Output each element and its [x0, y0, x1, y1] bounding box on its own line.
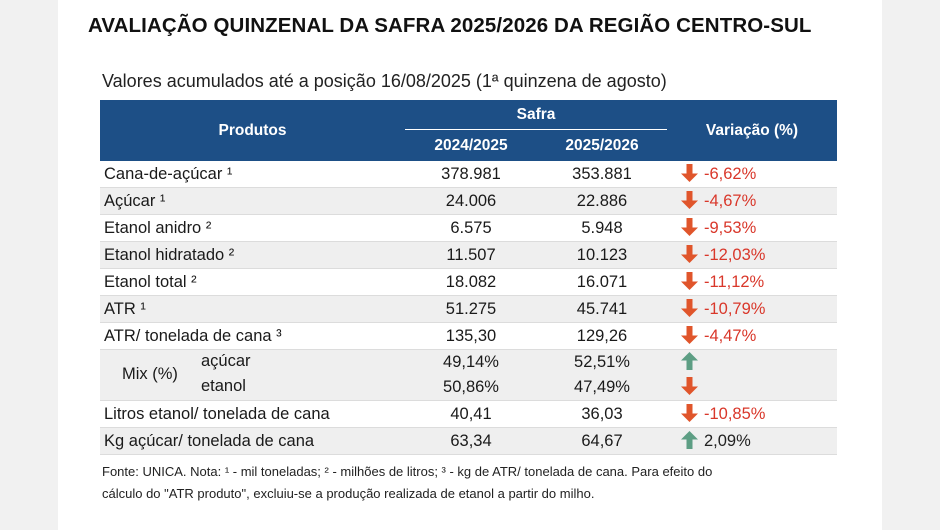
row-value-2024-2025: 40,41: [405, 400, 537, 428]
variacao-value: -11,12%: [704, 273, 765, 291]
row-value-2025-2026: 353.881: [537, 161, 667, 188]
variacao-value: -10,85%: [704, 405, 766, 423]
arrow-down-icon: [681, 377, 698, 395]
row-variacao: -10,85%: [667, 400, 837, 428]
arrow-down-icon: [681, 164, 698, 182]
mix-acucar-label: açúcar: [201, 352, 251, 370]
safra-table: Produtos Safra Variação (%) 2024/2025 20…: [100, 100, 837, 455]
mix-etanol-label: etanol: [201, 377, 246, 395]
header-col-2024-2025: 2024/2025: [405, 129, 537, 161]
row-value-2024-2025: 6.575: [405, 214, 537, 242]
row-value-2024-2025: 51.275: [405, 295, 537, 323]
footnote: Fonte: UNICA. Nota: ¹ - mil toneladas; ²…: [102, 461, 842, 505]
row-produto: Etanol total ²: [100, 268, 405, 296]
page-title: AVALIAÇÃO QUINZENAL DA SAFRA 2025/2026 D…: [88, 14, 812, 37]
row-variacao: -9,53%: [667, 214, 837, 242]
row-value-2025-2026: 5.948: [537, 214, 667, 242]
arrow-down-icon: [681, 218, 698, 236]
row-produto: ATR/ tonelada de cana ³: [100, 322, 405, 350]
row-value-2024-2025: 63,34: [405, 427, 537, 455]
row-produto: Litros etanol/ tonelada de cana: [100, 400, 405, 428]
row-variacao: 2,09%: [667, 427, 837, 455]
variacao-value: -9,53%: [704, 219, 757, 237]
footnote-line-2: cálculo do "ATR produto", excluiu-se a p…: [102, 486, 595, 501]
row-value-2025-2026: 22.886: [537, 187, 667, 215]
row-variacao: -4,67%: [667, 187, 837, 215]
variacao-value: -10,79%: [704, 300, 766, 318]
page-subtitle: Valores acumulados até a posição 16/08/2…: [102, 71, 667, 91]
arrow-down-icon: [681, 299, 698, 317]
arrow-down-icon: [681, 326, 698, 344]
mix-acucar-2024-2025: 49,14%: [443, 353, 499, 371]
table-row: Cana-de-açúcar ¹ 378.981 353.881 -6,62%: [100, 161, 837, 188]
mix-values-2025-2026: 52,51% 47,49%: [537, 349, 667, 401]
row-value-2025-2026: 36,03: [537, 400, 667, 428]
variacao-value: -4,47%: [704, 327, 757, 345]
table-row: Açúcar ¹ 24.006 22.886 -4,67%: [100, 187, 837, 215]
row-value-2025-2026: 64,67: [537, 427, 667, 455]
row-produto: Cana-de-açúcar ¹: [100, 161, 405, 188]
arrow-down-icon: [681, 245, 698, 263]
row-produto-mix: Mix (%) açúcar etanol: [100, 349, 405, 401]
table-row: Etanol total ² 18.082 16.071 -11,12%: [100, 268, 837, 296]
row-variacao: -12,03%: [667, 241, 837, 269]
row-value-2024-2025: 18.082: [405, 268, 537, 296]
footnote-line-1: Fonte: UNICA. Nota: ¹ - mil toneladas; ²…: [102, 464, 713, 479]
row-value-2025-2026: 10.123: [537, 241, 667, 269]
table-row: ATR ¹ 51.275 45.741 -10,79%: [100, 295, 837, 323]
row-produto: ATR ¹: [100, 295, 405, 323]
arrow-up-icon: [681, 352, 698, 370]
row-produto: Kg açúcar/ tonelada de cana: [100, 427, 405, 455]
row-variacao: -11,12%: [667, 268, 837, 296]
mix-etanol-2024-2025: 50,86%: [443, 378, 499, 396]
header-col-2025-2026: 2025/2026: [537, 129, 667, 161]
row-variacao: -4,47%: [667, 322, 837, 350]
arrow-down-icon: [681, 191, 698, 209]
mix-etanol-2025-2026: 47,49%: [574, 378, 630, 396]
header-safra: Safra: [405, 100, 667, 130]
row-value-2024-2025: 24.006: [405, 187, 537, 215]
row-value-2025-2026: 16.071: [537, 268, 667, 296]
variacao-value: 2,09%: [704, 432, 751, 450]
table-row: ATR/ tonelada de cana ³ 135,30 129,26 -4,47…: [100, 322, 837, 350]
table-row: Litros etanol/ tonelada de cana 40,41 36,0…: [100, 400, 837, 428]
row-value-2025-2026: 45.741: [537, 295, 667, 323]
header-variacao: Variação (%): [667, 100, 837, 161]
variacao-value: -12,03%: [704, 246, 766, 264]
mix-variacao: [667, 349, 837, 401]
mix-values-2024-2025: 49,14% 50,86%: [405, 349, 537, 401]
table-row-mix: Mix (%) açúcar etanol 49,14% 50,86% 52,51% 47,…: [100, 349, 837, 401]
row-value-2024-2025: 378.981: [405, 161, 537, 188]
variacao-value: -4,67%: [704, 192, 757, 210]
row-variacao: -6,62%: [667, 161, 837, 188]
variacao-value: -6,62%: [704, 165, 757, 183]
mix-acucar-2025-2026: 52,51%: [574, 353, 630, 371]
header-produtos: Produtos: [100, 100, 405, 161]
table-row: Etanol anidro ² 6.575 5.948 -9,53%: [100, 214, 837, 242]
arrow-down-icon: [681, 272, 698, 290]
table-row: Etanol hidratado ² 11.507 10.123 -12,03%: [100, 241, 837, 269]
row-variacao: -10,79%: [667, 295, 837, 323]
row-value-2024-2025: 135,30: [405, 322, 537, 350]
arrow-down-icon: [681, 404, 698, 422]
row-value-2024-2025: 11.507: [405, 241, 537, 269]
row-produto: Etanol hidratado ²: [100, 241, 405, 269]
row-produto: Açúcar ¹: [100, 187, 405, 215]
row-value-2025-2026: 129,26: [537, 322, 667, 350]
row-produto: Etanol anidro ²: [100, 214, 405, 242]
arrow-up-icon: [681, 431, 698, 449]
mix-label: Mix (%): [122, 365, 178, 383]
table-row: Kg açúcar/ tonelada de cana 63,34 64,67 2,0…: [100, 427, 837, 455]
